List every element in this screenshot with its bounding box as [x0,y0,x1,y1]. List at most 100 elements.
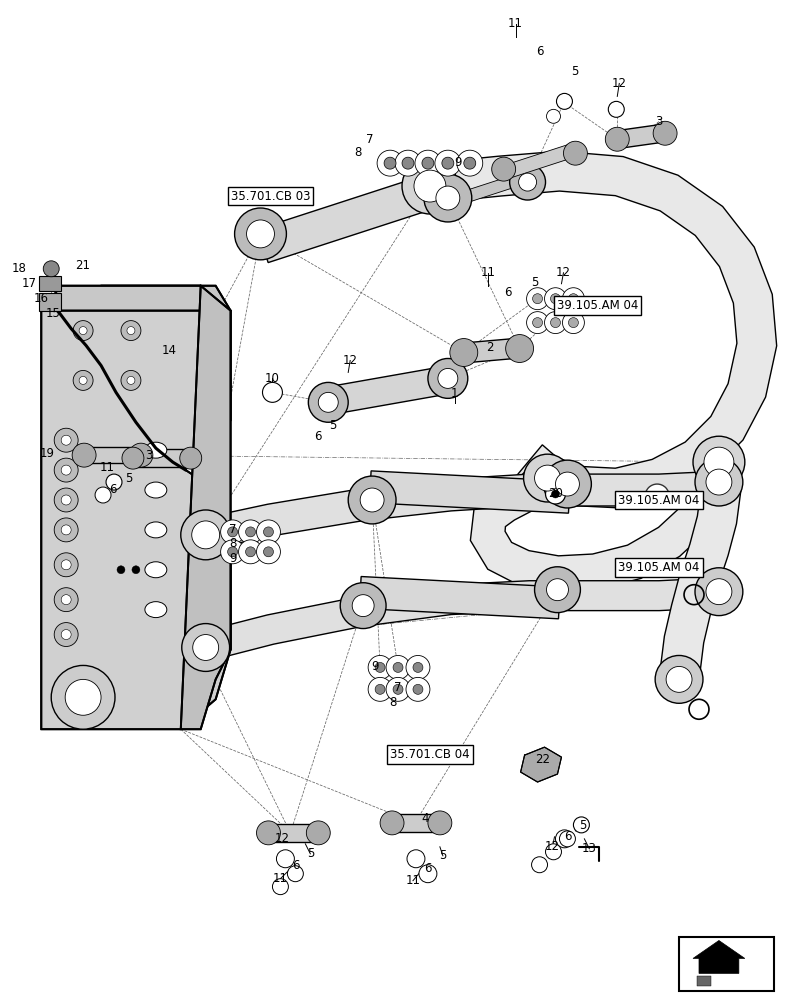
Circle shape [555,472,579,496]
Polygon shape [427,151,776,508]
Circle shape [179,447,201,469]
Circle shape [238,540,262,564]
Text: 19: 19 [40,447,54,460]
Circle shape [543,460,590,508]
Circle shape [556,93,572,109]
Text: 39.105.AM 04: 39.105.AM 04 [556,299,637,312]
Text: 6: 6 [504,286,511,299]
Circle shape [287,866,303,882]
Circle shape [181,510,230,560]
Circle shape [73,370,93,390]
Circle shape [413,684,423,694]
Circle shape [385,677,410,701]
Text: 5: 5 [307,847,314,860]
Circle shape [509,164,545,200]
Text: 35.701.CB 04: 35.701.CB 04 [389,748,469,761]
Circle shape [352,595,374,617]
Circle shape [367,677,392,701]
Circle shape [61,595,71,605]
Circle shape [393,662,402,672]
Circle shape [238,520,262,544]
Text: 6: 6 [109,483,117,496]
Circle shape [437,368,457,388]
Circle shape [221,540,244,564]
Circle shape [384,157,396,169]
Polygon shape [130,449,191,467]
Circle shape [272,879,288,895]
Text: 18: 18 [12,262,27,275]
Polygon shape [659,459,740,682]
Circle shape [54,588,78,612]
Circle shape [121,321,141,341]
Text: 8: 8 [354,146,362,159]
Circle shape [51,665,115,729]
Circle shape [54,428,78,452]
Circle shape [54,518,78,542]
Circle shape [457,150,483,176]
Text: 39.105.AM 04: 39.105.AM 04 [618,561,699,574]
Circle shape [406,655,429,679]
Circle shape [692,436,744,488]
Circle shape [245,527,255,537]
Circle shape [95,487,111,503]
Circle shape [532,318,542,328]
Circle shape [427,811,451,835]
Text: 17: 17 [22,277,36,290]
Circle shape [106,474,122,490]
Circle shape [54,458,78,482]
Text: 12: 12 [611,77,626,90]
Circle shape [532,294,542,304]
Circle shape [121,370,141,390]
Circle shape [705,469,731,495]
Circle shape [375,662,384,672]
Text: 9: 9 [453,156,461,169]
Text: 6: 6 [563,830,570,843]
Circle shape [401,157,414,169]
Text: 5: 5 [570,65,577,78]
Circle shape [54,553,78,577]
Text: 6: 6 [314,430,322,443]
Ellipse shape [144,442,166,458]
Circle shape [449,339,477,366]
Circle shape [705,579,731,605]
Circle shape [129,443,152,467]
Circle shape [227,527,238,537]
Circle shape [127,376,135,384]
Circle shape [518,173,536,191]
Circle shape [79,327,87,335]
Circle shape [414,170,445,202]
Polygon shape [696,976,710,986]
Polygon shape [359,577,560,619]
Circle shape [61,525,71,535]
Circle shape [422,157,433,169]
Polygon shape [612,124,669,149]
Text: 15: 15 [45,307,61,320]
Text: 6: 6 [535,45,543,58]
Polygon shape [387,814,442,832]
Ellipse shape [144,522,166,538]
Circle shape [61,630,71,640]
Circle shape [406,850,424,868]
Circle shape [256,520,280,544]
Polygon shape [520,747,560,782]
Polygon shape [41,286,230,311]
Circle shape [131,566,139,574]
Polygon shape [197,465,724,550]
Circle shape [182,624,230,671]
Circle shape [568,294,577,304]
Circle shape [79,376,87,384]
Circle shape [555,830,573,848]
Circle shape [227,547,238,557]
Circle shape [340,583,385,629]
Circle shape [531,857,547,873]
Text: 9: 9 [229,552,236,565]
Circle shape [562,312,584,334]
Circle shape [385,655,410,679]
Text: 2: 2 [485,341,493,354]
Circle shape [427,358,467,398]
Circle shape [394,150,420,176]
Circle shape [534,465,560,491]
Polygon shape [263,824,317,842]
Circle shape [491,157,515,181]
Polygon shape [321,365,453,415]
